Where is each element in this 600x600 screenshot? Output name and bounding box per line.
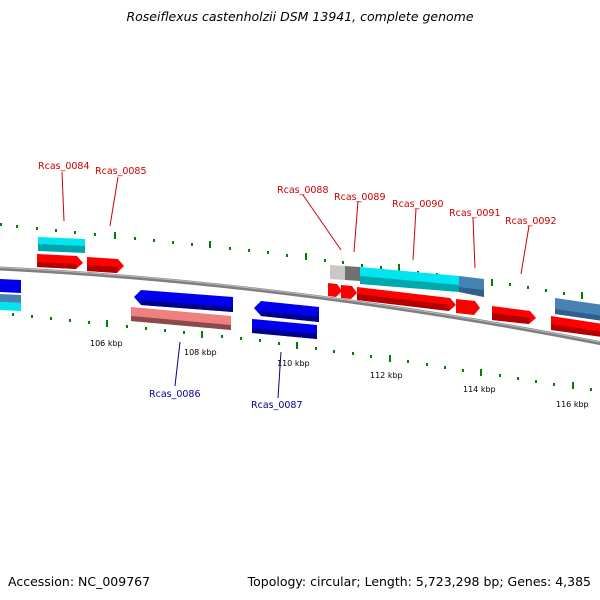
gene-label-rcas-0086[interactable]: Rcas_0086 [149,389,201,400]
reverse-features [0,279,319,339]
map-title: Roseiflexus castenholzii DSM 13941, comp… [126,9,474,24]
scale-label: 106 kbp [90,339,123,348]
gene-label-rcas-0085[interactable]: Rcas_0085 [95,166,147,177]
gene-label-rcas-0091[interactable]: Rcas_0091 [449,208,501,219]
scale-labels: 106 kbp 108 kbp 110 kbp 112 kbp 114 kbp … [90,339,589,409]
inner-tick-ring [12,313,592,391]
scale-label: 108 kbp [184,348,217,357]
scale-label: 110 kbp [277,359,310,368]
accession-text: Accession: NC_009767 [8,574,151,589]
scale-label: 116 kbp [556,400,589,409]
gene-labels: Rcas_0084 Rcas_0085 Rcas_0086 Rcas_0087 … [38,161,557,411]
gene-label-rcas-0090[interactable]: Rcas_0090 [392,199,444,210]
gene-leader-lines [61,171,530,399]
forward-features [37,237,600,337]
genome-backbone [0,266,600,346]
gene-label-rcas-0084[interactable]: Rcas_0084 [38,161,90,172]
gene-label-rcas-0088[interactable]: Rcas_0088 [277,185,329,196]
scale-label: 112 kbp [370,371,403,380]
gene-label-rcas-0087[interactable]: Rcas_0087 [251,400,303,411]
gene-label-rcas-0089[interactable]: Rcas_0089 [334,192,386,203]
genome-summary-text: Topology: circular; Length: 5,723,298 bp… [247,574,591,589]
gene-label-rcas-0092[interactable]: Rcas_0092 [505,216,557,227]
scale-label: 114 kbp [463,385,496,394]
